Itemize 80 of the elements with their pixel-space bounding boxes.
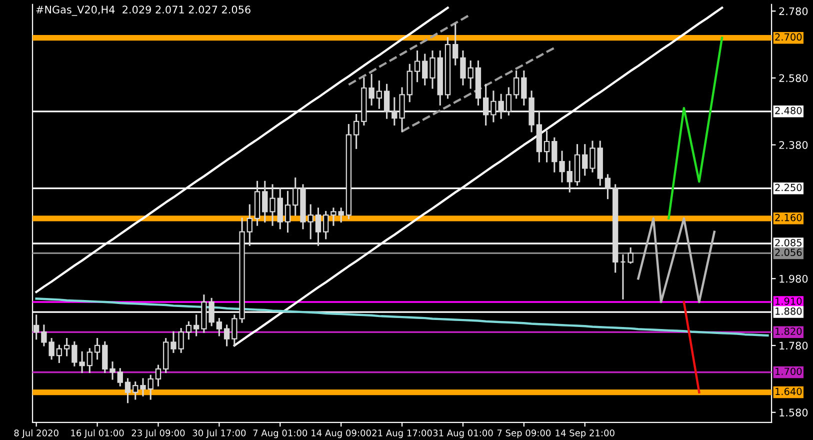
candlestick bbox=[193, 314, 200, 336]
x-tick-label: 31 Aug 01:00 bbox=[433, 430, 493, 438]
ref-line-label: 1.910 bbox=[776, 297, 802, 305]
candlestick bbox=[308, 204, 314, 240]
x-tick-label: 7 Aug 01:00 bbox=[253, 430, 308, 438]
candlestick bbox=[430, 50, 436, 89]
candlestick bbox=[513, 70, 520, 99]
candlestick bbox=[124, 378, 131, 404]
x-tick-label: 16 Jul 01:00 bbox=[71, 429, 124, 438]
candlestick bbox=[406, 64, 412, 102]
candlestick bbox=[270, 184, 276, 226]
y-tick-label: 1.980 bbox=[780, 274, 808, 283]
ref-line-label: 2.160 bbox=[775, 214, 802, 222]
candlestick bbox=[544, 130, 550, 162]
y-tick-label: 2.580 bbox=[779, 74, 808, 82]
candlestick bbox=[262, 180, 268, 223]
candlestick bbox=[216, 318, 222, 336]
x-tick-label: 8 Jul 2020 bbox=[14, 429, 58, 438]
candlestick bbox=[323, 210, 329, 240]
ref-line-label: 1.880 bbox=[776, 308, 802, 315]
x-tick-label: 30 Jul 17:00 bbox=[192, 429, 246, 438]
candlestick bbox=[506, 87, 512, 116]
candlestick bbox=[102, 341, 108, 374]
candlestick bbox=[186, 321, 192, 340]
candlestick bbox=[86, 348, 92, 374]
candlestick bbox=[628, 247, 634, 264]
x-tick-label: 23 Jul 09:00 bbox=[132, 429, 185, 438]
candlestick bbox=[582, 144, 588, 176]
y-tick-label: 2.380 bbox=[779, 141, 808, 149]
candlestick bbox=[224, 324, 230, 346]
candlestick bbox=[422, 54, 428, 86]
ref-line-label: 2.056 bbox=[775, 248, 802, 256]
candlestick bbox=[64, 338, 70, 356]
y-tick-label: 1.580 bbox=[780, 408, 808, 416]
x-tick-label: 7 Sep 09:00 bbox=[497, 430, 551, 438]
ref-line-label: 2.085 bbox=[775, 238, 802, 246]
chart-title: #NGas_V20,H4 2.029 2.071 2.027 2.056 bbox=[36, 6, 250, 16]
candlestick bbox=[56, 344, 62, 363]
candlestick bbox=[460, 50, 466, 86]
x-tick-label: 21 Aug 17:00 bbox=[372, 430, 432, 438]
line-series bbox=[400, 46, 556, 133]
y-tick-label: 2.780 bbox=[779, 7, 808, 16]
candlestick bbox=[414, 50, 420, 82]
candlestick bbox=[452, 24, 458, 66]
line-series bbox=[637, 217, 716, 304]
candlestick bbox=[155, 364, 162, 386]
candlestick bbox=[148, 374, 154, 400]
candlestick bbox=[590, 140, 596, 172]
y-tick-label: 1.780 bbox=[780, 342, 808, 350]
candlestick bbox=[132, 382, 138, 400]
candlestick bbox=[284, 190, 291, 233]
ref-line-label: 1.820 bbox=[776, 328, 802, 335]
candlestick bbox=[620, 254, 626, 300]
line-series bbox=[35, 298, 769, 337]
ref-line-label: 1.700 bbox=[776, 368, 802, 376]
candlestick bbox=[552, 137, 558, 172]
candlestick bbox=[482, 84, 489, 126]
candlestick bbox=[468, 60, 474, 89]
candlestick bbox=[246, 204, 252, 246]
x-tick-label: 14 Sep 21:00 bbox=[556, 430, 614, 438]
candlestick bbox=[353, 114, 360, 149]
ref-line-label: 2.250 bbox=[775, 184, 802, 192]
candlestick bbox=[566, 160, 572, 192]
candlestick bbox=[376, 80, 382, 109]
candlestick bbox=[277, 188, 283, 230]
x-tick-label: 14 Aug 09:00 bbox=[312, 430, 371, 438]
candlestick bbox=[315, 208, 322, 246]
candlestick bbox=[140, 378, 146, 396]
ref-line-label: 2.480 bbox=[775, 106, 802, 114]
candlestick bbox=[110, 361, 116, 380]
candlestick bbox=[604, 174, 611, 200]
candlestick bbox=[384, 84, 390, 119]
candlestick bbox=[292, 178, 298, 216]
line-series bbox=[668, 36, 724, 220]
candlestick bbox=[33, 314, 40, 340]
ref-line-label: 1.640 bbox=[776, 388, 802, 396]
ref-line-label: 2.700 bbox=[775, 33, 802, 41]
candlestick bbox=[94, 338, 100, 360]
candlestick bbox=[117, 368, 123, 386]
candlestick bbox=[559, 150, 565, 182]
